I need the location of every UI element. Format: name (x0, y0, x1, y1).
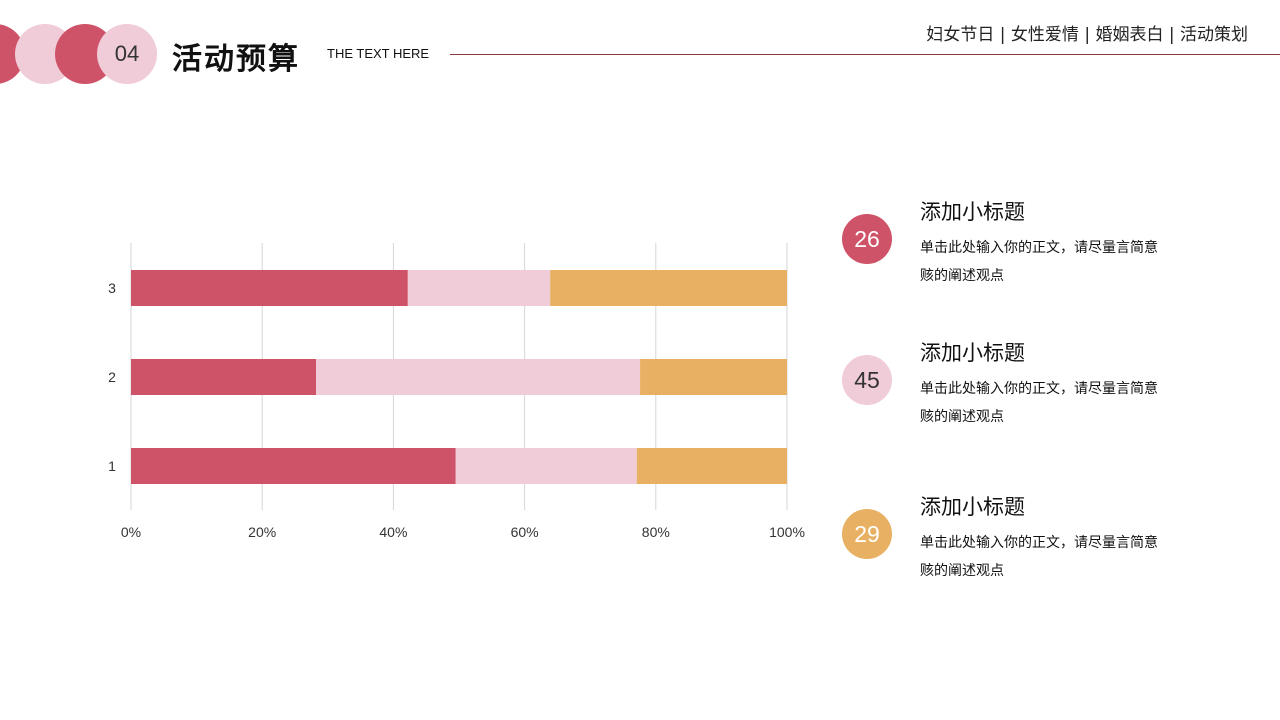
bar-segment (640, 359, 787, 395)
y-tick-label: 3 (108, 280, 116, 296)
y-tick-label: 2 (108, 369, 116, 385)
bar-segment (315, 359, 641, 395)
bar-segment (131, 359, 316, 395)
bar-segment (131, 270, 408, 306)
item-title: 添加小标题 (920, 495, 1025, 519)
x-tick-label: 20% (248, 524, 276, 540)
page-title: 活动预算 (172, 42, 300, 77)
bar-segment (131, 448, 456, 484)
x-tick-label: 0% (121, 524, 141, 540)
item-title: 添加小标题 (920, 341, 1025, 365)
bar-segment (636, 448, 787, 484)
header-divider (450, 54, 1280, 55)
bar-segment (455, 448, 637, 484)
page-subtitle: THE TEXT HERE (327, 46, 430, 61)
x-tick-label: 100% (769, 524, 805, 540)
x-tick-label: 40% (379, 524, 407, 540)
item-title: 添加小标题 (920, 200, 1025, 224)
x-tick-label: 60% (511, 524, 539, 540)
item-body: 单击此处输入你的正文，请尽量言简意赅的阐述观点 (920, 381, 1158, 425)
item-body: 单击此处输入你的正文，请尽量言简意赅的阐述观点 (920, 240, 1158, 284)
bar-segment (550, 270, 787, 306)
number-badge: 29 (842, 509, 892, 559)
header-tags: 妇女节日 | 女性爱情 | 婚姻表白 | 活动策划 (926, 25, 1248, 45)
bar-segment (407, 270, 551, 306)
number-badge: 45 (842, 355, 892, 405)
number-badge: 26 (842, 214, 892, 264)
section-number: 04 (114, 41, 140, 66)
y-tick-label: 1 (108, 458, 116, 474)
item-body: 单击此处输入你的正文，请尽量言简意赅的阐述观点 (920, 535, 1158, 579)
decor-circle-pink (97, 24, 157, 84)
x-tick-label: 80% (642, 524, 670, 540)
